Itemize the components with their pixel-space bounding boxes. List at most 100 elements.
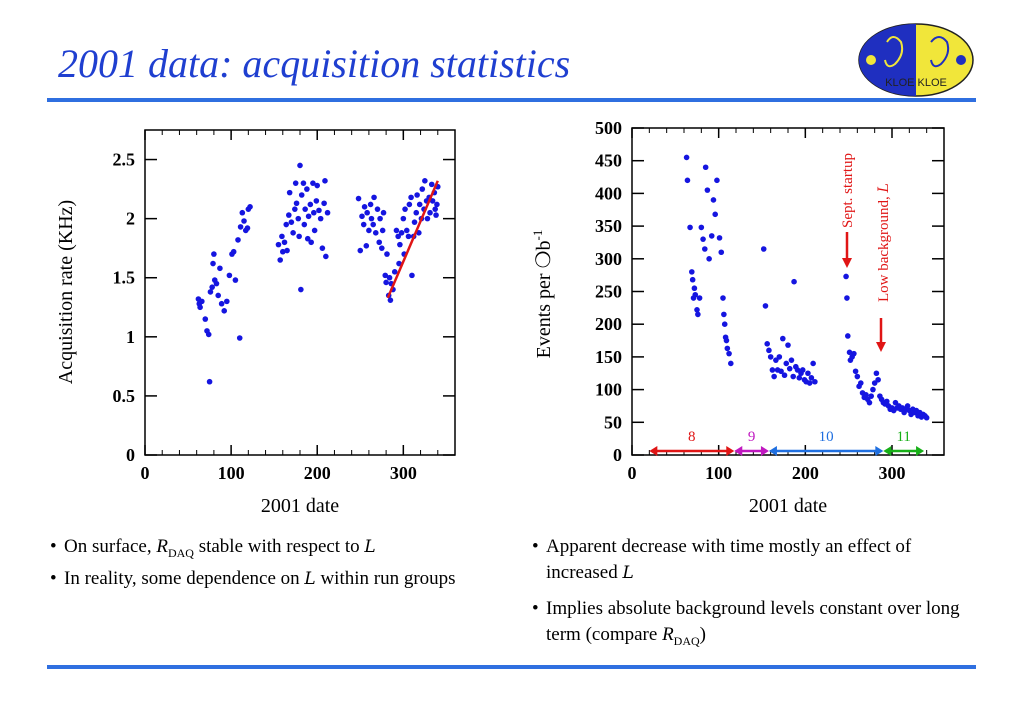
data-point xyxy=(247,204,253,210)
data-point xyxy=(209,284,215,290)
data-point xyxy=(694,307,700,313)
luminosity-symbol: L xyxy=(876,183,892,193)
left-bullet-1: • On surface, RDAQ stable with respect t… xyxy=(50,534,510,566)
rdaq-symbol: R xyxy=(156,536,168,557)
undefined-symbol-icon: ❍ xyxy=(531,250,555,268)
data-point xyxy=(808,375,815,381)
data-point xyxy=(368,215,375,222)
data-point xyxy=(785,342,791,348)
data-point xyxy=(684,177,691,184)
y-tick-label: 400 xyxy=(595,183,622,203)
data-point xyxy=(301,221,308,228)
data-point xyxy=(873,370,880,377)
bullet-icon: • xyxy=(532,536,539,557)
data-point xyxy=(366,227,372,234)
data-point xyxy=(416,201,423,208)
data-point xyxy=(304,235,311,242)
data-point xyxy=(295,215,302,222)
data-point xyxy=(796,375,803,381)
run-group-label: 11 xyxy=(896,429,910,445)
data-point xyxy=(382,272,389,279)
x-tick-label: 200 xyxy=(792,463,819,483)
y-tick-label: 2.5 xyxy=(113,150,136,170)
data-point xyxy=(702,246,708,252)
data-point xyxy=(851,350,857,357)
arrowhead-right-icon xyxy=(726,446,735,456)
data-point xyxy=(708,233,715,239)
y-tick-label: 350 xyxy=(595,216,622,236)
data-point xyxy=(403,227,410,234)
data-point xyxy=(843,273,849,280)
data-point xyxy=(215,292,221,299)
data-point xyxy=(810,360,816,367)
luminosity-symbol: L xyxy=(622,563,634,583)
data-point xyxy=(764,341,770,347)
data-point xyxy=(379,227,386,234)
data-point xyxy=(695,311,701,318)
data-point xyxy=(205,331,212,338)
sept-startup-arrowhead xyxy=(842,258,852,268)
data-point xyxy=(433,212,439,218)
left-y-axis-label: Acquisition rate (KHz) xyxy=(55,200,77,384)
y-tick-label: 100 xyxy=(595,380,622,400)
data-point xyxy=(387,297,394,303)
right-chart: 0 100 200 300 0 50 100 150 200 250 300 350 400 450 500… xyxy=(530,118,945,517)
data-point xyxy=(858,380,864,386)
arrowhead-right-icon xyxy=(916,446,925,456)
y-tick-label: 0 xyxy=(613,445,622,465)
right-y-axis-label: Events per ❍b-1 xyxy=(530,230,555,359)
data-point xyxy=(391,269,398,275)
data-point xyxy=(224,298,230,305)
data-point xyxy=(319,245,326,251)
data-point xyxy=(304,186,310,192)
rdaq-symbol: R xyxy=(662,624,674,645)
data-point xyxy=(244,225,251,231)
data-point xyxy=(355,195,362,202)
data-point xyxy=(298,192,305,198)
data-point xyxy=(414,192,420,198)
x-tick-label: 300 xyxy=(390,463,417,483)
data-point xyxy=(383,279,389,286)
data-point xyxy=(783,360,790,367)
data-point xyxy=(236,335,243,341)
data-point xyxy=(324,209,331,216)
run-group-label: 10 xyxy=(819,429,834,445)
data-point xyxy=(237,224,244,230)
data-point xyxy=(422,178,428,184)
data-point xyxy=(241,218,247,224)
x-tick-label: 100 xyxy=(705,463,732,483)
data-point xyxy=(790,373,796,380)
data-point xyxy=(875,376,881,383)
x-tick-label: 300 xyxy=(879,463,906,483)
bullet-text: stable with respect to xyxy=(193,536,365,557)
data-point xyxy=(292,180,299,186)
data-point xyxy=(226,272,233,279)
data-point xyxy=(374,206,381,212)
run-group-label: 9 xyxy=(748,429,756,445)
luminosity-symbol: L xyxy=(304,569,316,589)
data-point xyxy=(716,235,723,241)
right-x-axis-label: 2001 date xyxy=(749,495,827,517)
y-tick-label: 150 xyxy=(595,347,622,367)
data-point xyxy=(769,367,776,373)
data-point xyxy=(372,230,379,236)
left-chart: 0 100 200 300 0 0.5 1 1.5 2 2.5 2001 date Acquisi… xyxy=(55,129,456,517)
data-point xyxy=(199,298,205,305)
data-point xyxy=(314,182,321,189)
data-point xyxy=(322,178,328,184)
data-point xyxy=(683,154,690,161)
bullet-text: In reality, some dependence on xyxy=(64,568,305,589)
y-tick-label: 300 xyxy=(595,249,622,269)
data-point xyxy=(714,177,720,184)
data-point xyxy=(721,311,727,318)
rdaq-subscript: DAQ xyxy=(673,633,700,648)
data-point xyxy=(760,246,767,252)
data-point xyxy=(217,265,223,272)
data-point xyxy=(771,373,777,380)
data-point xyxy=(411,219,418,225)
data-point xyxy=(788,357,795,363)
data-point xyxy=(780,335,786,342)
data-point xyxy=(718,249,725,256)
data-point xyxy=(211,251,217,257)
data-point xyxy=(723,337,730,344)
